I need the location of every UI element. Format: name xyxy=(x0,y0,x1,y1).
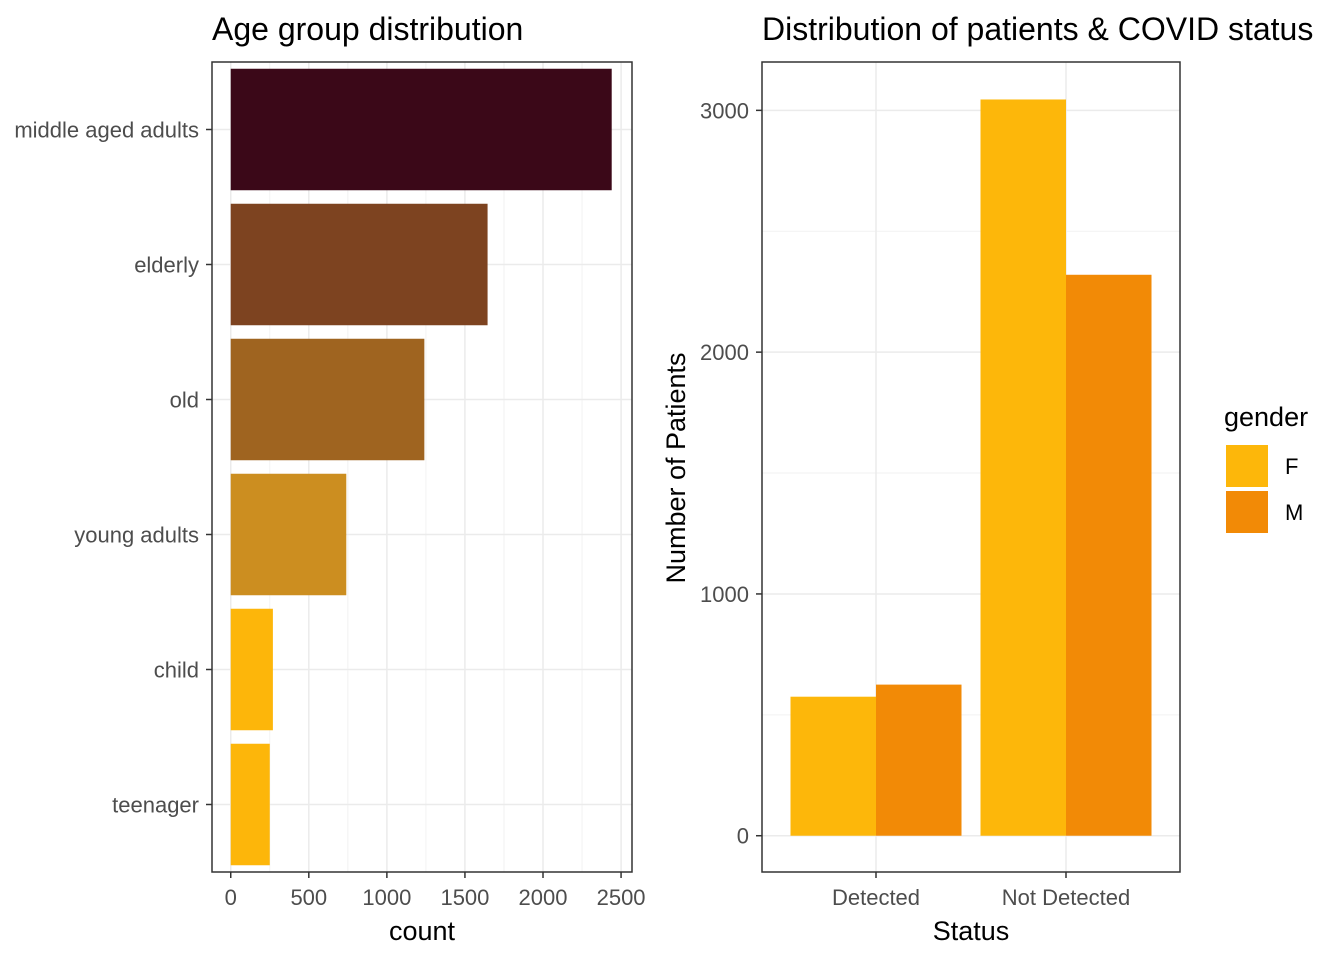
x-tick-label: 1000 xyxy=(362,885,411,910)
x-tick-label: 500 xyxy=(290,885,327,910)
age-group-chart: Age group distribution middle aged adult… xyxy=(14,11,645,946)
y-tick-label-middle-aged-adults: middle aged adults xyxy=(14,118,199,143)
age-group-count-ticks: 0 500 1000 1500 2000 2500 xyxy=(225,872,646,910)
x-tick-label: 2500 xyxy=(597,885,646,910)
bar-not-detected-f xyxy=(980,99,1066,836)
covid-status-chart-title: Distribution of patients & COVID status xyxy=(762,11,1313,47)
gender-legend: gender FM xyxy=(1224,402,1308,533)
y-tick-label-teenager: teenager xyxy=(112,793,199,818)
bar-detected-m xyxy=(876,684,962,836)
covid-status-y-axis-label: Number of Patients xyxy=(661,352,691,583)
bar-middle-aged-adults xyxy=(230,68,612,191)
bar-old xyxy=(230,338,425,461)
y-tick-label-child: child xyxy=(154,658,199,683)
y-tick-label: 3000 xyxy=(700,98,749,123)
y-tick-label: 1000 xyxy=(700,582,749,607)
covid-status-category-ticks: Detected Not Detected xyxy=(832,872,1130,910)
age-group-panel-border xyxy=(211,61,633,873)
covid-status-count-ticks: 0 1000 2000 3000 xyxy=(700,98,762,849)
legend-label-f: F xyxy=(1285,454,1298,479)
y-tick-label-young-adults: young adults xyxy=(74,523,199,548)
x-tick-label: 2000 xyxy=(519,885,568,910)
age-group-chart-title: Age group distribution xyxy=(212,11,523,47)
covid-status-chart: Distribution of patients & COVID status … xyxy=(661,11,1313,946)
x-tick-label-detected: Detected xyxy=(832,885,920,910)
x-tick-label-not-detected: Not Detected xyxy=(1002,885,1130,910)
y-tick-label-old: old xyxy=(170,388,199,413)
y-tick-label: 2000 xyxy=(700,340,749,365)
legend-label-m: M xyxy=(1285,500,1303,525)
legend-title: gender xyxy=(1224,402,1308,432)
age-group-category-ticks: middle aged adults elderly old young adults… xyxy=(14,118,212,818)
y-tick-label: 0 xyxy=(737,824,749,849)
bar-teenager xyxy=(230,743,270,866)
y-tick-label-elderly: elderly xyxy=(134,253,199,278)
age-group-bars xyxy=(230,68,612,866)
bar-detected-f xyxy=(790,696,876,836)
covid-status-x-axis-label: Status xyxy=(933,916,1010,946)
covid-status-panel-border xyxy=(761,61,1181,873)
covid-status-bars xyxy=(790,99,1152,836)
x-tick-label: 1500 xyxy=(440,885,489,910)
legend-swatch-m xyxy=(1226,491,1268,533)
bar-young-adults xyxy=(230,473,347,596)
bar-child xyxy=(230,608,273,731)
x-tick-label: 0 xyxy=(225,885,237,910)
age-group-x-axis-label: count xyxy=(389,916,456,946)
bar-not-detected-m xyxy=(1066,274,1152,836)
legend-swatch-f xyxy=(1226,445,1268,487)
bar-elderly xyxy=(230,203,488,326)
